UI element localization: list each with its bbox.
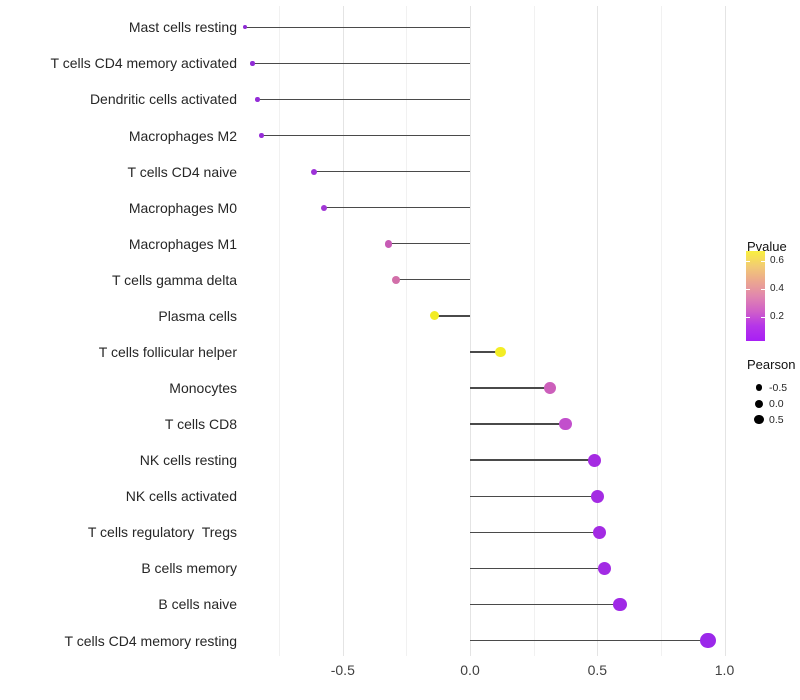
colorbar-tick-label: 0.4 — [770, 283, 784, 295]
lollipop-stick — [470, 603, 621, 606]
x-axis-tick-label: 0.5 — [587, 662, 608, 678]
lollipop-stick — [434, 315, 470, 317]
lollipop-stick — [244, 26, 470, 28]
colorbar-tick-label: 0.2 — [770, 311, 784, 323]
pvalue-legend-title: Pvalue — [747, 239, 787, 254]
lollipop-stick — [470, 495, 598, 497]
lollipop-stick — [470, 639, 708, 642]
y-axis-label: T cells follicular helper — [98, 343, 237, 360]
minor-gridline — [533, 6, 535, 656]
colorbar-tick-mark — [761, 316, 765, 319]
lollipop-stick — [470, 531, 600, 533]
major-gridline — [724, 6, 726, 656]
lollipop-dot — [598, 561, 612, 575]
y-axis-label: NK cells activated — [125, 488, 237, 505]
lollipop-dot — [590, 489, 604, 503]
pvalue-colorbar — [746, 251, 765, 341]
size-legend-dot — [755, 399, 763, 408]
size-legend-label: 0.0 — [769, 397, 784, 410]
y-axis-label: T cells CD4 memory activated — [50, 55, 237, 72]
major-gridline — [597, 6, 599, 656]
lollipop-stick — [257, 98, 470, 101]
minor-gridline — [279, 6, 281, 656]
y-axis-label: Mast cells resting — [128, 19, 237, 36]
lollipop-dot — [392, 275, 401, 284]
y-axis-label: NK cells resting — [139, 452, 237, 469]
y-axis-label: T cells CD4 memory resting — [64, 632, 237, 649]
x-axis-tick-label: 0.0 — [460, 662, 480, 678]
y-axis-label: Macrophages M2 — [128, 127, 237, 144]
lollipop-dot — [259, 133, 264, 138]
lollipop-dot — [559, 417, 572, 431]
y-axis-label: T cells CD4 naive — [127, 163, 237, 180]
size-legend-label: -0.5 — [769, 381, 788, 394]
y-axis-label: T cells gamma delta — [111, 271, 237, 288]
lollipop-stick — [252, 62, 470, 65]
y-axis-label: Dendritic cells activated — [89, 91, 237, 108]
y-axis-label: Macrophages M0 — [128, 199, 237, 216]
lollipop-dot — [320, 204, 327, 211]
x-axis-tick-label: -0.5 — [330, 662, 355, 678]
lollipop-stick — [470, 387, 551, 389]
colorbar-tick-mark — [746, 260, 750, 263]
y-axis-label: B cells memory — [141, 560, 237, 577]
lollipop-stick — [470, 459, 595, 461]
y-axis-label: Monocytes — [169, 380, 237, 396]
lollipop-stick — [261, 134, 470, 137]
lollipop-stick — [470, 423, 566, 425]
lollipop-stick — [313, 170, 470, 173]
lollipop-dot — [384, 239, 393, 248]
lollipop-dot — [495, 346, 506, 358]
y-axis-label: Macrophages M1 — [128, 235, 237, 252]
lollipop-dot — [544, 382, 557, 394]
lollipop-dot — [310, 168, 317, 175]
major-gridline — [470, 6, 471, 656]
lollipop-stick — [323, 207, 470, 209]
y-axis-label: Plasma cells — [158, 307, 237, 324]
lollipop-dot — [613, 597, 627, 612]
lollipop-stick — [470, 567, 605, 569]
x-axis-tick-label: 1.0 — [714, 662, 735, 678]
colorbar-tick-label: 0.6 — [770, 255, 784, 267]
y-axis-label: T cells CD8 — [164, 416, 237, 433]
colorbar-tick-mark — [746, 288, 750, 291]
lollipop-dot — [255, 97, 260, 102]
lollipop-dot — [250, 61, 255, 66]
major-gridline — [342, 6, 344, 656]
colorbar-tick-mark — [761, 288, 765, 291]
size-legend-dot — [755, 384, 763, 391]
size-legend-dot — [754, 414, 764, 425]
lollipop-dot — [429, 311, 439, 321]
lollipop-dot — [242, 25, 247, 30]
minor-gridline — [406, 6, 408, 656]
minor-gridline — [660, 6, 662, 656]
colorbar-tick-mark — [761, 260, 765, 263]
lollipop-dot — [593, 525, 607, 539]
lollipop-dot — [588, 453, 602, 467]
lollipop-stick — [470, 351, 501, 353]
lollipop-stick — [396, 279, 470, 281]
y-axis-label: T cells regulatory Tregs — [87, 524, 237, 541]
lollipop-stick — [388, 243, 470, 245]
colorbar-tick-mark — [746, 316, 750, 319]
lollipop-dot — [700, 632, 716, 649]
size-legend-label: 0.5 — [769, 413, 784, 426]
y-axis-label: B cells naive — [158, 596, 237, 613]
pearson-legend-title: Pearson — [747, 357, 796, 372]
